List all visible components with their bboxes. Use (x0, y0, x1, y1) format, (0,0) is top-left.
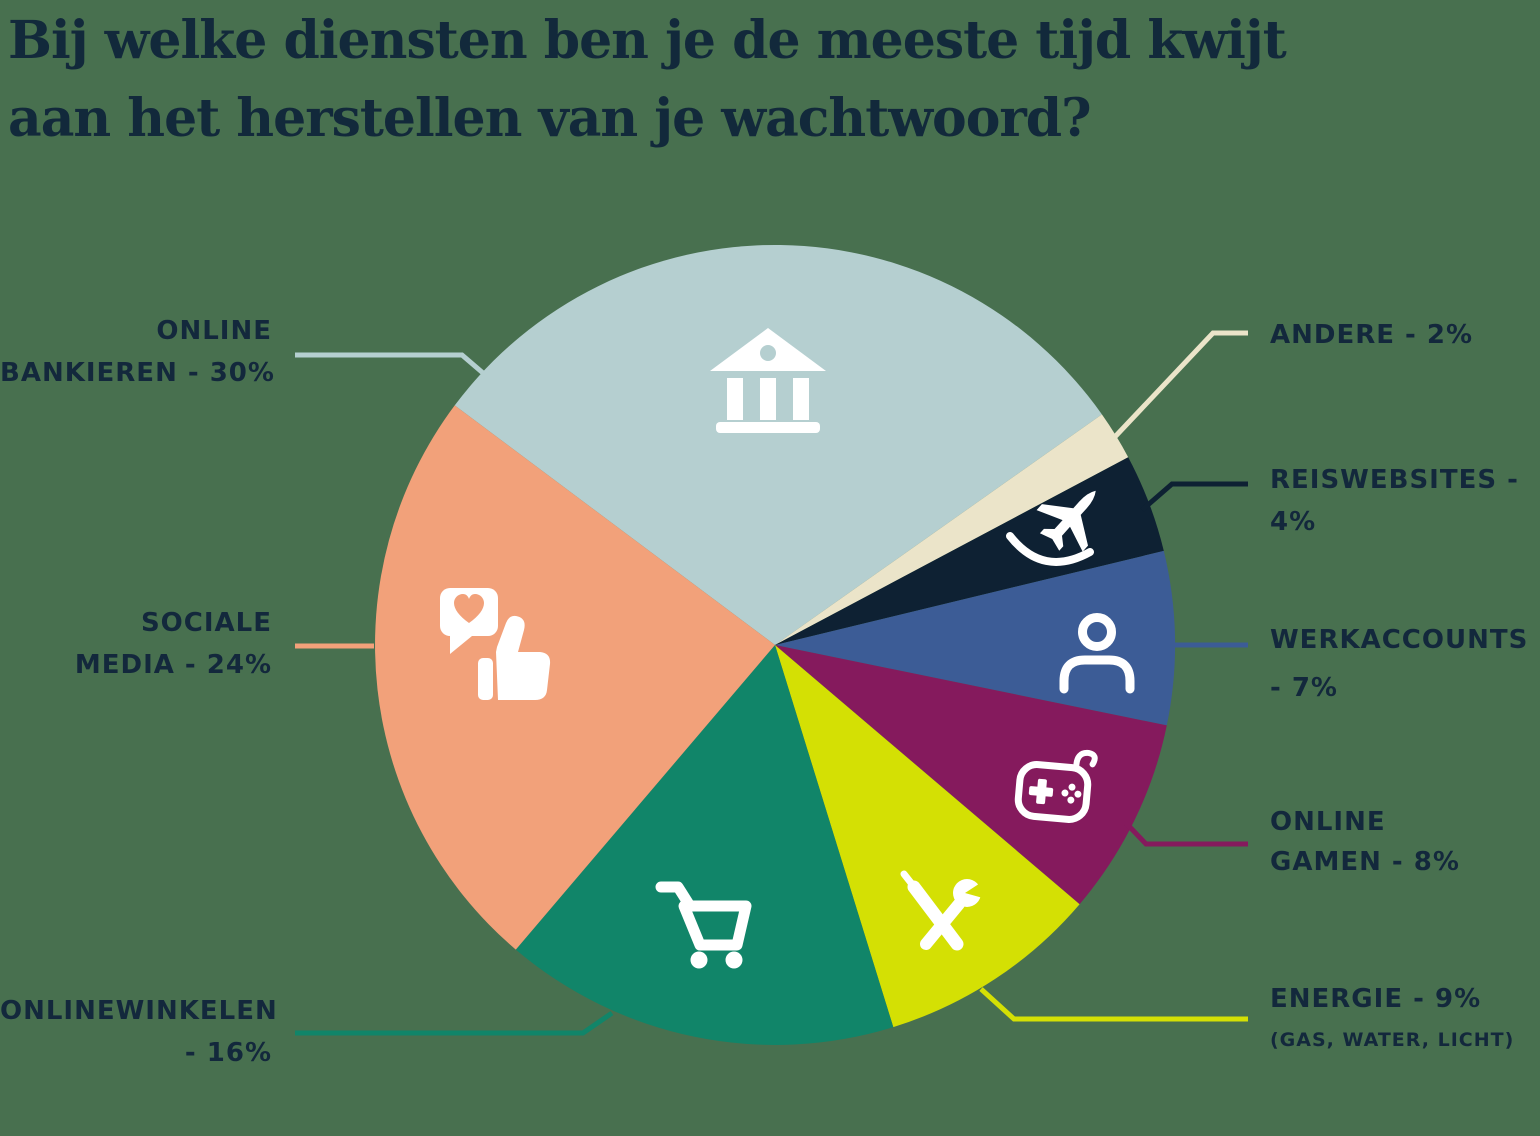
callout-line-online-bankieren (295, 352, 485, 375)
label-werkaccounts: WERKACCOUNTS - 7% (1270, 616, 1532, 712)
label-energie: ENERGIE - 9% (GAS, WATER, LICHT) (1270, 978, 1532, 1060)
label-sociale-media: SOCIALE MEDIA - 24% (0, 602, 272, 686)
cart-icon-wheel (725, 951, 743, 969)
pie-slice-online-gamen (775, 645, 1167, 905)
plane-icon (1006, 490, 1096, 566)
pie-slice-energie (775, 645, 1080, 1028)
social-icon (440, 588, 551, 700)
page-title-line-2: aan het herstellen van je wachtwoord? (8, 88, 1092, 149)
pie-slice-onlinewinkelen (515, 645, 894, 1045)
pie-slice-online-bankieren (454, 244, 1102, 645)
label-line: BANKIEREN - 30% (0, 358, 275, 388)
label-line: REISWEBSITES - (1270, 465, 1519, 495)
page-title: Bij welke diensten ben je de meeste tijd… (8, 2, 1528, 158)
label-online-bankieren: ONLINE BANKIEREN - 30% (0, 310, 275, 394)
label-line: WERKACCOUNTS (1270, 625, 1529, 655)
gamepad-icon (1014, 749, 1098, 823)
label-line: ONLINEWINKELEN (0, 996, 278, 1026)
label-line: MEDIA - 24% (74, 650, 272, 680)
person-icon (1059, 613, 1135, 694)
pie-slice-werkaccounts (775, 550, 1175, 726)
pie-slice-andere (775, 414, 1129, 645)
label-line: 4% (1270, 507, 1317, 537)
label-reiswebsites: REISWEBSITES - 4% (1270, 459, 1532, 543)
label-line: ONLINE (156, 316, 272, 346)
callout-line-energie (979, 987, 1248, 1022)
callout-line-online-gamen (1124, 821, 1248, 847)
callout-line-reiswebsites (1140, 481, 1248, 512)
bank-icon (710, 328, 826, 433)
page-title-line-1: Bij welke diensten ben je de meeste tijd… (8, 10, 1287, 71)
label-andere: ANDERE - 2% (1270, 314, 1532, 356)
cart-icon (655, 881, 752, 951)
label-line: ONLINE (1270, 807, 1386, 837)
label-line: (GAS, WATER, LICHT) (1270, 1029, 1515, 1051)
label-line: SOCIALE (140, 608, 272, 638)
label-line: ANDERE - 2% (1270, 320, 1474, 350)
label-online-gamen: ONLINE GAMEN - 8% (1270, 802, 1532, 882)
label-line: GAMEN - 8% (1270, 847, 1460, 877)
tools-icon (900, 870, 990, 951)
cart-icon-wheel (690, 951, 708, 969)
callout-line-onlinewinkelen (295, 1010, 614, 1036)
callout-line-andere (1109, 330, 1248, 443)
pie-slice-sociale-media (375, 405, 775, 950)
pie-slice-reiswebsites (775, 457, 1164, 645)
label-line: - 16% (184, 1038, 272, 1068)
label-line: - 7% (1270, 673, 1338, 703)
label-onlinewinkelen: ONLINEWINKELEN - 16% (0, 990, 278, 1074)
label-line: ENERGIE - 9% (1270, 984, 1482, 1014)
